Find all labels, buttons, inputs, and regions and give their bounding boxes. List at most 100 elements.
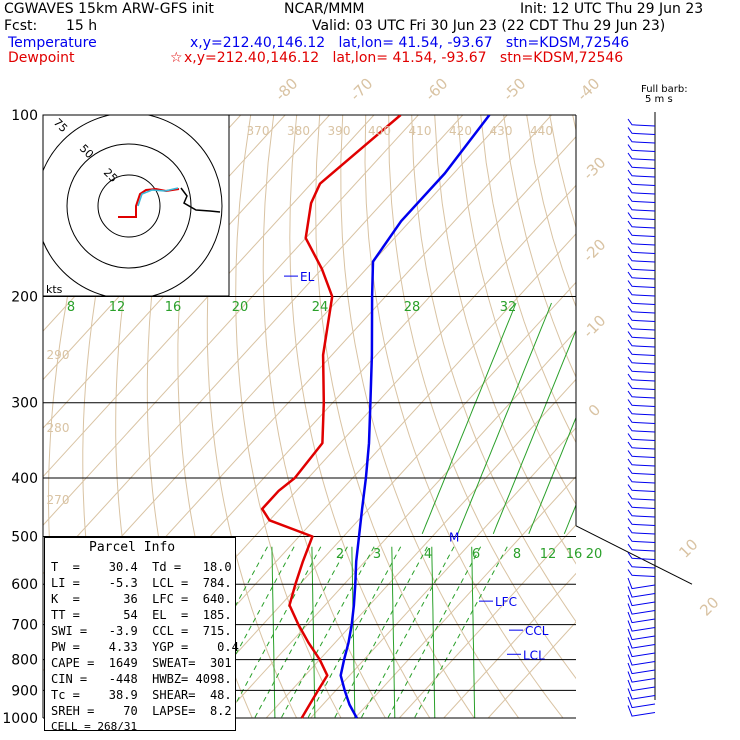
parcel-info-title: Parcel Info (89, 540, 176, 555)
wind-barb (627, 475, 656, 484)
moist-adiabat (311, 546, 316, 719)
model-title: CGWAVES 15km ARW-GFS init (4, 1, 214, 17)
wind-barb (627, 645, 656, 658)
isotherm-label: -10 (579, 311, 609, 341)
dry-adiabat (235, 115, 342, 719)
isotherm-line (43, 115, 464, 575)
level-label-el: EL (300, 270, 315, 284)
level-label-lfc: LFC (495, 595, 517, 609)
isotherm-label: 0 (585, 401, 604, 420)
dry-adiabat (457, 115, 576, 506)
isobar-label: 500 (11, 529, 38, 545)
wind-barb (627, 305, 656, 314)
wind-barb (627, 263, 656, 271)
wind-barb (627, 288, 656, 297)
star-icon: ☆ (170, 50, 183, 66)
isotherm-line (265, 378, 576, 719)
wind-barb (627, 467, 656, 475)
wind-barb (627, 246, 656, 254)
wind-barb (627, 152, 656, 161)
wind-barb (627, 254, 656, 263)
theta-label: 390 (328, 124, 351, 138)
wind-barb (627, 399, 656, 407)
wind-barb (627, 594, 656, 607)
theta-label: 400 (368, 124, 391, 138)
dry-adiabat (434, 115, 576, 565)
isotherm-label: -50 (499, 74, 529, 104)
wind-barb (627, 237, 656, 246)
dewpoint-legend: Dewpoint (8, 50, 75, 66)
hodograph-unit: kts (46, 283, 63, 296)
isotherm-label: -40 (573, 74, 603, 104)
dewpoint-location: x,y=212.40,146.12 lat,lon= 41.54, -93.67… (184, 50, 624, 66)
mixing-ratio-dashed (413, 546, 508, 719)
mixing-ratio-label: 4 (424, 547, 432, 562)
theta-label: 380 (287, 124, 310, 138)
isobar-label: 300 (11, 396, 38, 412)
mixing-ratio-label: 32 (500, 300, 517, 315)
isotherm-label: -80 (271, 74, 301, 104)
isotherm-line (177, 281, 576, 719)
parcel-row: T = 30.4 Td = 18.0 (51, 560, 232, 574)
valid-time: Valid: 03 UTC Fri 30 Jun 23 (22 CDT Thu … (312, 18, 666, 34)
wind-barb (627, 161, 656, 169)
wind-barb (627, 679, 656, 692)
organization: NCAR/MMM (284, 1, 365, 17)
wind-barb (627, 628, 656, 641)
wind-barb (627, 484, 656, 492)
wind-barb (627, 441, 656, 450)
dry-adiabat (526, 115, 576, 308)
wind-barb (627, 611, 656, 624)
wind-barb (627, 662, 656, 675)
temperature-legend: Temperature (8, 35, 97, 51)
parcel-row: LI = -5.3 LCL = 784. (51, 576, 232, 590)
wind-barb (627, 492, 656, 501)
temperature-profile (339, 115, 491, 719)
mixing-ratio-line (492, 328, 576, 534)
parcel-row: SWI = -3.9 CCL = 715. (51, 624, 232, 638)
parcel-info-panel: Parcel Info T = 30.4 Td = 18.0 LI = -5.3… (44, 537, 239, 733)
wind-barb (627, 501, 656, 509)
theta-label: 440 (530, 124, 553, 138)
wind-barb (627, 569, 656, 577)
wind-barb (627, 144, 656, 152)
wind-barb (627, 127, 656, 135)
mixing-ratio-label: 12 (540, 547, 557, 562)
wind-barb (627, 322, 656, 331)
wind-barb (627, 688, 656, 700)
wind-barb (627, 348, 656, 356)
wind-barb (627, 543, 656, 552)
dry-adiabat (388, 115, 576, 680)
wind-barb (627, 637, 656, 649)
parcel-row: CELL = 268/31 (51, 720, 138, 733)
theta-label: 270 (47, 493, 70, 507)
isotherm-line (43, 115, 330, 429)
mixing-ratio-dashed (200, 546, 295, 719)
mixing-ratio-label: 20 (232, 300, 249, 315)
isotherm-line (310, 427, 576, 719)
wind-barb (627, 577, 656, 590)
dry-adiabat (411, 115, 576, 623)
hodograph-ring (66, 143, 192, 269)
isotherm-label: 10 (675, 535, 701, 561)
mixing-ratio-label: 16 (566, 547, 583, 562)
wind-barb (627, 654, 656, 666)
theta-label: 290 (47, 348, 70, 362)
mixing-ratio-dashed (254, 546, 348, 719)
wind-barb (627, 586, 656, 598)
mixing-ratio-line (635, 303, 729, 534)
hodograph-ring (43, 115, 223, 296)
wind-barb (627, 212, 656, 220)
isotherm-label: 20 (696, 593, 722, 619)
mixing-ratio-line (528, 416, 576, 534)
isobar-label: 700 (11, 618, 38, 634)
wind-barb (627, 382, 656, 390)
wind-barb (627, 560, 656, 569)
isobar-label: 1000 (2, 711, 38, 727)
wind-barb (627, 365, 656, 373)
parcel-row: SREH = 70 LAPSE= 8.2 (51, 704, 232, 718)
wind-barb (627, 433, 656, 441)
wind-barb (627, 450, 656, 458)
wind-barb (627, 603, 656, 615)
wind-barb (627, 331, 656, 339)
